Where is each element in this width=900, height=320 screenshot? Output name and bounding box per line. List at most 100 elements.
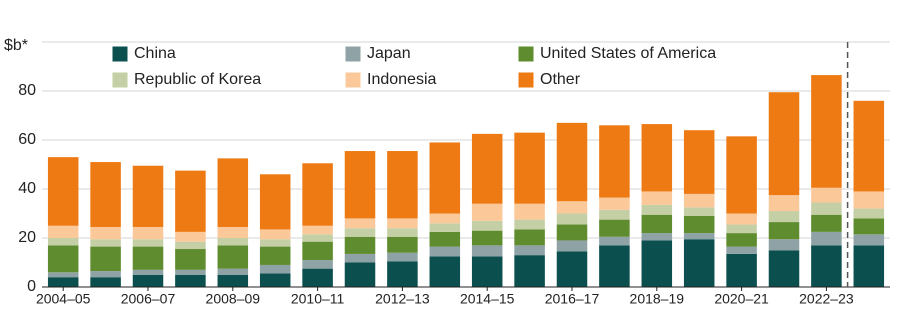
bar-segment bbox=[811, 214, 842, 232]
bar-segment bbox=[683, 233, 715, 240]
bar-segment bbox=[47, 277, 79, 287]
legend-swatch bbox=[111, 45, 129, 63]
bar-segment bbox=[429, 142, 461, 214]
y-tick-label: 60 bbox=[18, 131, 36, 148]
bar-segment bbox=[811, 231, 842, 246]
bar-segment bbox=[302, 268, 333, 287]
x-tick-label: 2020–21 bbox=[714, 291, 769, 307]
bar-segment bbox=[514, 245, 545, 256]
bar-segment bbox=[90, 239, 121, 247]
bar-segment bbox=[387, 252, 418, 262]
bar-segment bbox=[387, 261, 418, 287]
bar-segment bbox=[429, 223, 461, 232]
bar-segment bbox=[853, 208, 885, 219]
bar-segment bbox=[175, 274, 206, 287]
bar-segment bbox=[217, 268, 249, 275]
bar-segment bbox=[47, 272, 79, 278]
bar-segment bbox=[641, 124, 673, 192]
bar-segment bbox=[302, 241, 333, 261]
bar-segment bbox=[683, 193, 715, 208]
bar-segment bbox=[344, 262, 376, 287]
bar-segment bbox=[471, 245, 503, 257]
bar-segment bbox=[514, 229, 545, 246]
bar-segment bbox=[768, 211, 800, 223]
bar-segment bbox=[599, 219, 630, 237]
bar-segment bbox=[47, 238, 79, 246]
legend-label: Other bbox=[540, 71, 581, 88]
bar-segment bbox=[556, 224, 588, 241]
bar-segment bbox=[259, 239, 291, 247]
bar-segment bbox=[387, 151, 418, 219]
bar-segment bbox=[175, 249, 206, 270]
bar-segment bbox=[132, 269, 164, 275]
legend-swatch bbox=[517, 45, 535, 63]
bar-segment bbox=[47, 225, 79, 238]
bar-segment bbox=[344, 253, 376, 263]
x-tick-label: 2018–19 bbox=[630, 291, 685, 307]
x-tick-label: 2014–15 bbox=[460, 291, 515, 307]
bar-segment bbox=[853, 234, 885, 246]
bar-segment bbox=[514, 132, 545, 204]
bar-segment bbox=[344, 236, 376, 254]
bar-segment bbox=[471, 220, 503, 231]
bar-segment bbox=[175, 231, 206, 242]
bar-segment bbox=[683, 239, 715, 287]
bar-segment bbox=[302, 260, 333, 269]
bar-segment bbox=[344, 151, 376, 219]
bar-segment bbox=[641, 233, 673, 241]
legend-swatch bbox=[344, 45, 362, 63]
bar-segment bbox=[217, 226, 249, 238]
bar-segment bbox=[387, 218, 418, 229]
x-tick-label: 2012–13 bbox=[375, 291, 430, 307]
legend-label: United States of America bbox=[540, 45, 716, 62]
bar-segment bbox=[344, 228, 376, 237]
bar-segment bbox=[599, 209, 630, 220]
y-axis-label: $b* bbox=[4, 37, 28, 54]
bar-segment bbox=[429, 246, 461, 257]
bar-segment bbox=[811, 187, 842, 203]
bar-segment bbox=[811, 75, 842, 188]
bar-segment bbox=[641, 240, 673, 287]
bar-segment bbox=[811, 202, 842, 215]
bar-segment bbox=[259, 264, 291, 274]
y-tick-label: 80 bbox=[18, 82, 36, 99]
y-tick-label: 20 bbox=[18, 229, 36, 246]
bar-segment bbox=[302, 225, 333, 235]
y-tick-label: 0 bbox=[27, 278, 36, 295]
x-tick-label: 2008–09 bbox=[206, 291, 261, 307]
bar-segment bbox=[175, 241, 206, 250]
bar-segment bbox=[853, 245, 885, 287]
bar-segment bbox=[556, 213, 588, 225]
bar-segment bbox=[90, 277, 121, 287]
bar-segment bbox=[387, 236, 418, 253]
bar-segment bbox=[768, 195, 800, 212]
bar-segment bbox=[259, 273, 291, 287]
bar-segment bbox=[90, 226, 121, 240]
bar-segment bbox=[429, 256, 461, 287]
bar-segment bbox=[132, 274, 164, 287]
bar-segment bbox=[726, 224, 757, 234]
bar-segment bbox=[726, 136, 757, 214]
bar-segment bbox=[217, 158, 249, 227]
bar-segment bbox=[47, 157, 79, 226]
bar-segment bbox=[556, 240, 588, 252]
bar-segment bbox=[556, 201, 588, 214]
x-tick-label: 2004–05 bbox=[36, 291, 91, 307]
x-tick-label: 2022–23 bbox=[799, 291, 854, 307]
bar-segment bbox=[90, 271, 121, 278]
legend-swatch bbox=[111, 71, 129, 89]
bar-segment bbox=[175, 269, 206, 275]
bar-segment bbox=[683, 207, 715, 216]
bar-segment bbox=[132, 246, 164, 270]
bar-segment bbox=[429, 231, 461, 247]
bar-segment bbox=[768, 92, 800, 196]
bar-segment bbox=[514, 255, 545, 287]
bar-segment bbox=[302, 163, 333, 226]
bar-segment bbox=[217, 245, 249, 269]
bar-segment bbox=[556, 122, 588, 202]
bar-segment bbox=[811, 245, 842, 287]
bar-segment bbox=[853, 218, 885, 235]
bar-segment bbox=[599, 245, 630, 287]
bar-segment bbox=[132, 239, 164, 247]
